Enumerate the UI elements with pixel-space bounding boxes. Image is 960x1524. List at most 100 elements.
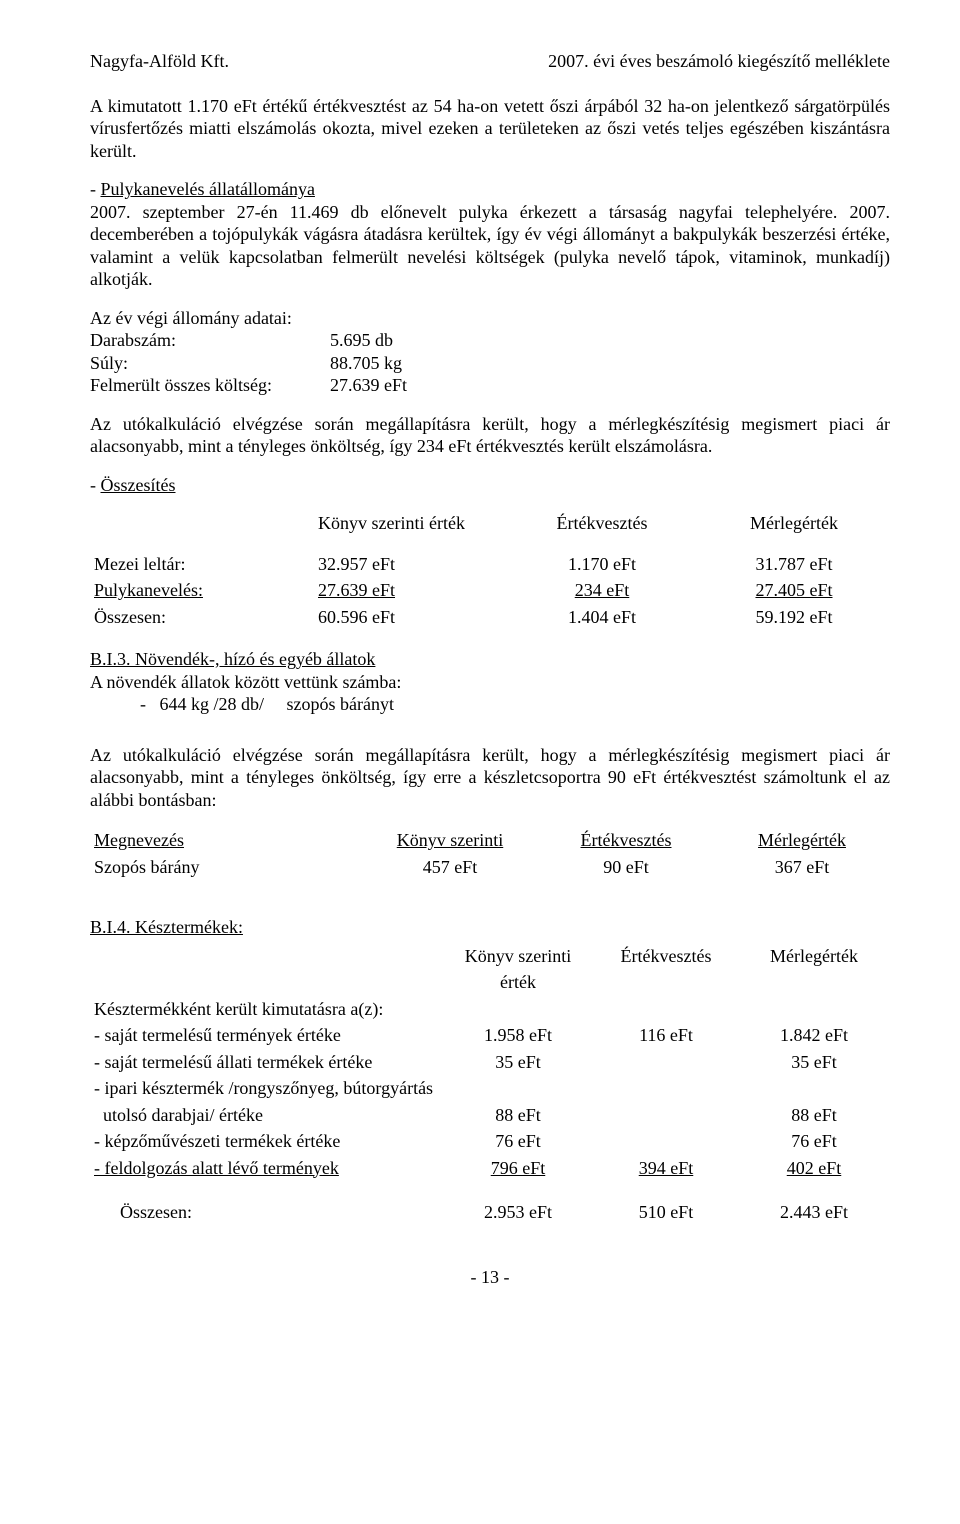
- t3-intro: Késztermékként került kimutatásra a(z):: [90, 996, 890, 1023]
- paragraph-1: A kimutatott 1.170 eFt értékű értékveszt…: [90, 95, 890, 163]
- t3-r1-c3: 1.842 eFt: [738, 1022, 890, 1049]
- t2-row1: Szopós bárány 457 eFt 90 eFt 367 eFt: [90, 854, 890, 881]
- paragraph-2: 2007. szeptember 27-én 11.469 db előneve…: [90, 201, 890, 291]
- header-left: Nagyfa-Alföld Kft.: [90, 50, 229, 73]
- t3-h1a: Könyv szerinti: [442, 943, 594, 970]
- t3-intro-text: Késztermékként került kimutatásra a(z):: [90, 996, 890, 1023]
- sum-r1-label: Mezei leltár:: [90, 551, 314, 578]
- t2-r1-c2: 90 eFt: [538, 854, 714, 881]
- t3-h2: Értékvesztés: [594, 943, 738, 970]
- t3-r4-c0: - képzőművészeti termékek értéke: [90, 1128, 442, 1155]
- sum-r3-c3: 59.192 eFt: [698, 604, 890, 631]
- sum-r1-c2: 1.170 eFt: [506, 551, 698, 578]
- sum-h2: Értékvesztés: [506, 510, 698, 537]
- t3-r2-c3: 35 eFt: [738, 1049, 890, 1076]
- sum-r3-c2: 1.404 eFt: [506, 604, 698, 631]
- t3-r3b-c2: [594, 1102, 738, 1129]
- sum-h3: Mérlegérték: [698, 510, 890, 537]
- page-header: Nagyfa-Alföld Kft. 2007. évi éves beszám…: [90, 50, 890, 73]
- bi4-title: B.I.4. Késztermékek:: [90, 917, 243, 937]
- t2-h0: Megnevezés: [90, 827, 362, 854]
- darab-val: 5.695 db: [330, 329, 393, 352]
- table-2: Megnevezés Könyv szerinti Értékvesztés M…: [90, 827, 890, 880]
- t3-r3a: - ipari késztermék /rongyszőnyeg, bútorg…: [90, 1075, 890, 1102]
- bi3-title: B.I.3. Növendék-, hízó és egyéb állatok: [90, 649, 375, 669]
- sum-r2-label: Pulykanevelés:: [90, 577, 314, 604]
- t3-total-c2: 510 eFt: [594, 1199, 738, 1226]
- t3-r2-c2: [594, 1049, 738, 1076]
- bi4-block: B.I.4. Késztermékek:: [90, 916, 890, 939]
- t2-r1-c0: Szopós bárány: [90, 854, 362, 881]
- t3-r4-c2: [594, 1128, 738, 1155]
- t3-r5-c1: 796 eFt: [442, 1155, 594, 1182]
- suly-val: 88.705 kg: [330, 352, 402, 375]
- t3-r5-c0: - feldolgozás alatt lévő termények: [90, 1155, 442, 1182]
- t3-r5-c3: 402 eFt: [738, 1155, 890, 1182]
- sum-row-3: Összesen: 60.596 eFt 1.404 eFt 59.192 eF…: [90, 604, 890, 631]
- stock-title: Az év végi állomány adatai:: [90, 307, 890, 330]
- sum-r1-c1: 32.957 eFt: [314, 551, 506, 578]
- t3-r2-c0: - saját termelésű állati termékek értéke: [90, 1049, 442, 1076]
- t3-r4-c1: 76 eFt: [442, 1128, 594, 1155]
- suly-label: Súly:: [90, 352, 330, 375]
- t3-r1: - saját termelésű termények értéke 1.958…: [90, 1022, 890, 1049]
- kolts-label: Felmerült összes költség:: [90, 374, 330, 397]
- bi3-block: B.I.3. Növendék-, hízó és egyéb állatok …: [90, 648, 890, 716]
- sum-h1: Könyv szerinti érték: [314, 510, 506, 537]
- t3-r4: - képzőművészeti termékek értéke 76 eFt …: [90, 1128, 890, 1155]
- kv-darab: Darabszám: 5.695 db: [90, 329, 890, 352]
- t2-h2: Értékvesztés: [538, 827, 714, 854]
- sum-r2-c1: 27.639 eFt: [314, 577, 506, 604]
- t3-r1-c2: 116 eFt: [594, 1022, 738, 1049]
- t3-total-c3: 2.443 eFt: [738, 1199, 890, 1226]
- t3-h1b: érték: [442, 969, 594, 996]
- pulyka-title: - - Pulykanevelés állatállományaPulykane…: [90, 178, 890, 201]
- t3-r3b-c1: 88 eFt: [442, 1102, 594, 1129]
- t3-head-b: érték: [90, 969, 890, 996]
- sum-r3-c1: 60.596 eFt: [314, 604, 506, 631]
- bi3-line1: A növendék állatok között vettünk számba…: [90, 671, 890, 694]
- kolts-val: 27.639 eFt: [330, 374, 407, 397]
- table-3: Könyv szerinti Értékvesztés Mérlegérték …: [90, 943, 890, 1226]
- pulyka-title-underlined: Pulykanevelés állatállománya: [101, 179, 315, 199]
- t2-r1-c1: 457 eFt: [362, 854, 538, 881]
- t3-total-c1: 2.953 eFt: [442, 1199, 594, 1226]
- t3-r5: - feldolgozás alatt lévő termények 796 e…: [90, 1155, 890, 1182]
- sum-r2-c3: 27.405 eFt: [698, 577, 890, 604]
- t3-r3a-c0: - ipari késztermék /rongyszőnyeg, bútorg…: [90, 1075, 890, 1102]
- paragraph-3: Az utókalkuláció elvégzése során megálla…: [90, 413, 890, 458]
- t2-h3: Mérlegérték: [714, 827, 890, 854]
- sum-row-1: Mezei leltár: 32.957 eFt 1.170 eFt 31.78…: [90, 551, 890, 578]
- t3-total-c0: Összesen:: [90, 1199, 442, 1226]
- header-right: 2007. évi éves beszámoló kiegészítő mell…: [548, 50, 890, 73]
- bi3-line2: - 644 kg /28 db/ szopós bárányt: [90, 693, 890, 716]
- kv-kolts: Felmerült összes költség: 27.639 eFt: [90, 374, 890, 397]
- t3-r1-c1: 1.958 eFt: [442, 1022, 594, 1049]
- sum-row-2: Pulykanevelés: 27.639 eFt 234 eFt 27.405…: [90, 577, 890, 604]
- sum-header-row: Könyv szerinti érték Értékvesztés Mérleg…: [90, 510, 890, 537]
- kv-suly: Súly: 88.705 kg: [90, 352, 890, 375]
- t3-r3b: utolsó darabjai/ értéke 88 eFt 88 eFt: [90, 1102, 890, 1129]
- darab-label: Darabszám:: [90, 329, 330, 352]
- t3-r5-c2: 394 eFt: [594, 1155, 738, 1182]
- t2-head: Megnevezés Könyv szerinti Értékvesztés M…: [90, 827, 890, 854]
- sum-r1-c3: 31.787 eFt: [698, 551, 890, 578]
- sum-r3-label: Összesen:: [90, 604, 314, 631]
- t3-r3b-c3: 88 eFt: [738, 1102, 890, 1129]
- sum-r2-c2: 234 eFt: [506, 577, 698, 604]
- t3-head: Könyv szerinti Értékvesztés Mérlegérték: [90, 943, 890, 970]
- t3-total: Összesen: 2.953 eFt 510 eFt 2.443 eFt: [90, 1199, 890, 1226]
- t3-r1-c0: - saját termelésű termények értéke: [90, 1022, 442, 1049]
- t3-r3b-c0: utolsó darabjai/ értéke: [90, 1102, 442, 1129]
- t3-r4-c3: 76 eFt: [738, 1128, 890, 1155]
- t3-r2: - saját termelésű állati termékek értéke…: [90, 1049, 890, 1076]
- osszesites-label: - Összesítés: [90, 474, 890, 497]
- t2-r1-c3: 367 eFt: [714, 854, 890, 881]
- summary-table: Könyv szerinti érték Értékvesztés Mérleg…: [90, 510, 890, 630]
- t2-h1: Könyv szerinti: [362, 827, 538, 854]
- t3-h3: Mérlegérték: [738, 943, 890, 970]
- paragraph-4: Az utókalkuláció elvégzése során megálla…: [90, 744, 890, 812]
- t3-r2-c1: 35 eFt: [442, 1049, 594, 1076]
- page-number: - 13 -: [90, 1266, 890, 1289]
- osszesites-underlined: Összesítés: [101, 475, 176, 495]
